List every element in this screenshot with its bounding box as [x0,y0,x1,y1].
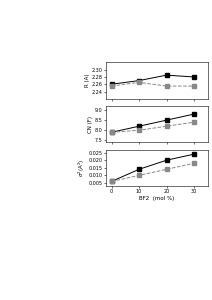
Y-axis label: CN (F): CN (F) [88,116,93,133]
Y-axis label: $\sigma^2$(A$^2$): $\sigma^2$(A$^2$) [77,158,87,177]
X-axis label: BF2  (mol %): BF2 (mol %) [139,196,174,201]
Y-axis label: R (A): R (A) [85,74,90,87]
